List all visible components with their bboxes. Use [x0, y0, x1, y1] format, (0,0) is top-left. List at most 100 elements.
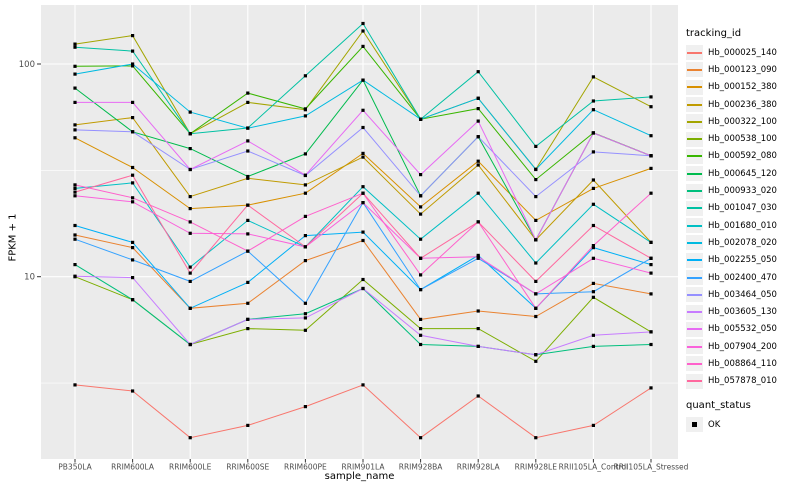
data-point-Hb_000592_080[interactable] [534, 178, 538, 182]
data-point-Hb_000236_380[interactable] [476, 163, 480, 167]
data-point-Hb_003464_050[interactable] [246, 149, 250, 153]
data-point-Hb_000322_100[interactable] [591, 75, 595, 79]
legend-entry-Hb_003464_050[interactable]: Hb_003464_050 [686, 286, 798, 303]
data-point-Hb_005532_050[interactable] [246, 139, 250, 143]
legend-entry-Hb_001680_010[interactable]: Hb_001680_010 [686, 217, 798, 234]
data-point-Hb_008864_110[interactable] [591, 244, 595, 248]
data-point-Hb_000645_120[interactable] [188, 147, 192, 151]
legend-entry-Hb_000592_080[interactable]: Hb_000592_080 [686, 148, 798, 165]
legend-entry-Hb_005532_050[interactable]: Hb_005532_050 [686, 321, 798, 338]
data-point-Hb_000592_080[interactable] [361, 44, 365, 48]
data-point-Hb_000123_090[interactable] [649, 292, 653, 296]
data-point-Hb_000152_380[interactable] [303, 191, 307, 195]
data-point-Hb_003605_130[interactable] [303, 316, 307, 320]
data-point-Hb_000645_120[interactable] [303, 152, 307, 156]
legend-entry-Hb_000538_100[interactable]: Hb_000538_100 [686, 130, 798, 147]
legend-entry-quant-ok[interactable]: OK [686, 416, 798, 433]
data-point-Hb_003464_050[interactable] [361, 125, 365, 130]
data-point-Hb_003605_130[interactable] [649, 330, 653, 334]
data-point-Hb_002078_020[interactable] [131, 62, 135, 66]
legend-entry-Hb_002078_020[interactable]: Hb_002078_020 [686, 234, 798, 251]
data-point-Hb_002255_050[interactable] [591, 246, 595, 250]
data-point-Hb_000123_090[interactable] [73, 233, 77, 237]
data-point-Hb_002078_020[interactable] [188, 110, 192, 114]
data-point-Hb_000025_140[interactable] [73, 383, 77, 387]
data-point-Hb_000123_090[interactable] [419, 317, 423, 321]
legend-entry-Hb_002400_470[interactable]: Hb_002400_470 [686, 269, 798, 286]
data-point-Hb_000152_380[interactable] [419, 205, 423, 209]
data-point-Hb_002400_470[interactable] [188, 279, 192, 283]
data-point-Hb_001047_030[interactable] [534, 144, 538, 148]
data-point-Hb_002400_470[interactable] [131, 258, 135, 262]
legend-entry-Hb_000236_380[interactable]: Hb_000236_380 [686, 96, 798, 113]
data-point-Hb_008864_110[interactable] [303, 214, 307, 218]
data-point-Hb_003464_050[interactable] [131, 130, 135, 134]
data-point-Hb_000592_080[interactable] [73, 64, 77, 68]
legend-entry-Hb_000322_100[interactable]: Hb_000322_100 [686, 113, 798, 130]
legend-entry-Hb_000645_120[interactable]: Hb_000645_120 [686, 165, 798, 182]
data-point-Hb_000123_090[interactable] [591, 281, 595, 285]
data-point-Hb_000538_100[interactable] [303, 328, 307, 332]
data-point-Hb_000025_140[interactable] [534, 436, 538, 440]
data-point-Hb_002078_020[interactable] [534, 167, 538, 172]
data-point-Hb_001680_010[interactable] [246, 218, 250, 222]
data-point-Hb_001680_010[interactable] [188, 265, 192, 269]
data-point-Hb_057878_010[interactable] [246, 203, 250, 207]
data-point-Hb_008864_110[interactable] [246, 249, 250, 253]
data-point-Hb_005532_050[interactable] [188, 167, 192, 172]
data-point-Hb_000025_140[interactable] [131, 389, 135, 393]
data-point-Hb_001047_030[interactable] [188, 132, 192, 136]
data-point-Hb_000152_380[interactable] [649, 166, 653, 170]
data-point-Hb_005532_050[interactable] [419, 173, 423, 177]
data-point-Hb_000933_020[interactable] [649, 342, 653, 347]
data-point-Hb_000592_080[interactable] [303, 107, 307, 111]
data-point-Hb_007904_200[interactable] [649, 271, 653, 275]
data-point-Hb_000123_090[interactable] [246, 301, 250, 305]
data-point-Hb_002078_020[interactable] [246, 126, 250, 130]
data-point-Hb_005532_050[interactable] [649, 154, 653, 158]
data-point-Hb_001047_030[interactable] [591, 99, 595, 103]
data-point-Hb_000236_380[interactable] [361, 155, 365, 159]
data-point-Hb_001047_030[interactable] [303, 74, 307, 78]
data-point-Hb_000322_100[interactable] [131, 34, 135, 38]
data-point-Hb_007904_200[interactable] [73, 194, 77, 198]
data-point-Hb_000592_080[interactable] [131, 64, 135, 68]
data-point-Hb_000236_380[interactable] [246, 176, 250, 180]
data-point-Hb_057878_010[interactable] [131, 173, 135, 177]
data-point-Hb_000025_140[interactable] [246, 423, 250, 427]
data-point-Hb_000645_120[interactable] [73, 86, 77, 90]
data-point-Hb_057878_010[interactable] [476, 220, 480, 224]
data-point-Hb_002078_020[interactable] [303, 114, 307, 118]
data-point-Hb_000236_380[interactable] [73, 123, 77, 127]
data-point-Hb_002255_050[interactable] [131, 240, 135, 244]
data-point-Hb_000322_100[interactable] [73, 42, 77, 46]
data-point-Hb_003605_130[interactable] [591, 333, 595, 337]
legend-entry-Hb_000152_380[interactable]: Hb_000152_380 [686, 79, 798, 96]
data-point-Hb_003605_130[interactable] [534, 353, 538, 357]
data-point-Hb_000123_090[interactable] [303, 259, 307, 263]
data-point-Hb_002078_020[interactable] [419, 117, 423, 121]
data-point-Hb_000538_100[interactable] [246, 327, 250, 331]
data-point-Hb_057878_010[interactable] [361, 191, 365, 195]
legend-entry-Hb_000123_090[interactable]: Hb_000123_090 [686, 61, 798, 78]
data-point-Hb_002255_050[interactable] [649, 263, 653, 267]
data-point-Hb_005532_050[interactable] [361, 108, 365, 112]
data-point-Hb_000025_140[interactable] [188, 436, 192, 440]
data-point-Hb_000538_100[interactable] [361, 277, 365, 282]
data-point-Hb_007904_200[interactable] [476, 255, 480, 259]
data-point-Hb_002255_050[interactable] [73, 223, 77, 228]
data-point-Hb_008864_110[interactable] [649, 191, 653, 195]
data-point-Hb_000025_140[interactable] [303, 405, 307, 409]
data-point-Hb_002400_470[interactable] [591, 290, 595, 294]
data-point-Hb_000025_140[interactable] [361, 383, 365, 387]
data-point-Hb_000025_140[interactable] [419, 436, 423, 440]
data-point-Hb_008864_110[interactable] [131, 196, 135, 200]
data-point-Hb_005532_050[interactable] [73, 100, 77, 104]
data-point-Hb_057878_010[interactable] [303, 245, 307, 249]
data-point-Hb_003464_050[interactable] [419, 194, 423, 198]
data-point-Hb_001047_030[interactable] [361, 21, 365, 26]
data-point-Hb_005532_050[interactable] [591, 131, 595, 135]
data-point-Hb_002078_020[interactable] [476, 96, 480, 100]
data-point-Hb_001680_010[interactable] [649, 240, 653, 244]
data-point-Hb_000152_380[interactable] [591, 186, 595, 190]
